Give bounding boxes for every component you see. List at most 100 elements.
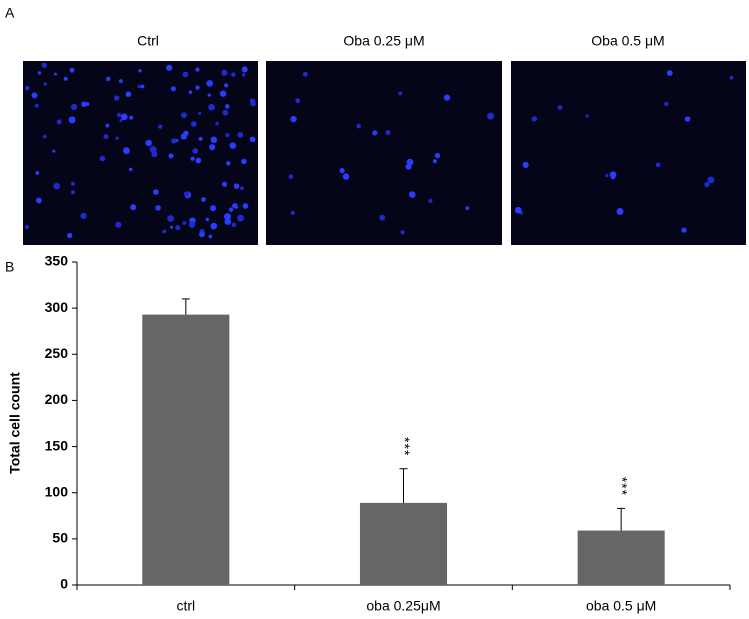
x-tick-label: oba 0.5 μM bbox=[586, 598, 656, 614]
nucleus bbox=[116, 112, 122, 118]
nucleus bbox=[99, 155, 106, 162]
nucleus bbox=[655, 162, 661, 168]
nucleus bbox=[106, 76, 111, 82]
nucleus bbox=[195, 157, 202, 164]
nucleus bbox=[400, 230, 405, 235]
image-caption: Ctrl bbox=[137, 33, 159, 49]
nucleus bbox=[119, 118, 123, 122]
nucleus bbox=[115, 221, 122, 228]
nucleus bbox=[514, 206, 522, 214]
nucleus bbox=[224, 218, 232, 226]
nucleus bbox=[145, 139, 152, 147]
nucleus bbox=[229, 142, 237, 149]
image-caption: Oba 0.25 μM bbox=[343, 33, 424, 49]
x-tick-label: oba 0.25μM bbox=[366, 598, 440, 614]
y-axis-label: Total cell count bbox=[7, 372, 23, 474]
nucleus bbox=[69, 67, 75, 73]
nucleus bbox=[34, 103, 39, 108]
nucleus bbox=[31, 92, 38, 99]
nucleus bbox=[666, 70, 673, 76]
nucleus bbox=[226, 161, 231, 166]
nucleus bbox=[232, 203, 238, 209]
image-caption: Oba 0.5 μM bbox=[591, 33, 664, 49]
nucleus bbox=[120, 113, 128, 121]
bar bbox=[577, 530, 665, 585]
nucleus bbox=[356, 123, 362, 129]
nucleus bbox=[35, 197, 42, 204]
nucleus bbox=[63, 76, 68, 81]
nucleus bbox=[609, 171, 617, 178]
micrograph bbox=[511, 61, 746, 245]
nucleus bbox=[158, 124, 163, 129]
significance: *** bbox=[614, 477, 630, 496]
nucleus bbox=[56, 119, 62, 125]
nucleus bbox=[221, 69, 228, 76]
nucleus bbox=[182, 221, 187, 225]
y-tick-label: 200 bbox=[45, 391, 69, 407]
nucleus bbox=[129, 115, 134, 120]
nucleus bbox=[42, 134, 47, 139]
nucleus bbox=[249, 98, 256, 104]
nucleus bbox=[105, 123, 110, 128]
nucleus bbox=[210, 136, 218, 144]
nucleus bbox=[53, 72, 57, 76]
nucleus bbox=[80, 212, 87, 220]
nucleus bbox=[729, 75, 734, 80]
nucleus bbox=[206, 80, 213, 87]
y-tick-label: 100 bbox=[45, 483, 69, 499]
nucleus bbox=[53, 182, 60, 190]
nucleus bbox=[372, 130, 378, 136]
nucleus bbox=[70, 181, 75, 186]
nucleus bbox=[408, 191, 416, 198]
nucleus bbox=[237, 214, 244, 222]
nucleus bbox=[125, 91, 132, 98]
nucleus bbox=[237, 131, 244, 138]
nucleus bbox=[405, 163, 412, 170]
nucleus bbox=[205, 217, 210, 222]
nucleus bbox=[170, 225, 174, 229]
nucleus bbox=[25, 85, 30, 91]
nucleus bbox=[222, 181, 227, 187]
nucleus bbox=[188, 221, 196, 228]
nucleus bbox=[149, 146, 157, 154]
nucleus bbox=[240, 186, 244, 191]
nucleus bbox=[183, 191, 190, 197]
nucleus bbox=[123, 147, 130, 155]
nucleus bbox=[465, 206, 470, 211]
nucleus bbox=[67, 232, 73, 239]
nucleus bbox=[190, 156, 195, 161]
nucleus bbox=[198, 111, 202, 115]
significance: *** bbox=[397, 437, 413, 456]
nucleus bbox=[118, 79, 123, 84]
nucleus bbox=[398, 91, 403, 96]
nucleus bbox=[210, 205, 217, 212]
nucleus bbox=[190, 121, 197, 127]
nucleus bbox=[605, 173, 609, 178]
nucleus bbox=[103, 134, 109, 140]
nucleus bbox=[208, 234, 213, 239]
nucleus bbox=[288, 174, 294, 179]
nucleus bbox=[616, 208, 624, 215]
nucleus bbox=[188, 90, 193, 94]
nucleus bbox=[295, 98, 301, 104]
nucleus bbox=[210, 222, 218, 230]
nucleus bbox=[195, 67, 200, 72]
nucleus bbox=[43, 82, 47, 86]
nucleus bbox=[241, 158, 247, 165]
nucleus bbox=[707, 176, 715, 184]
nucleus bbox=[137, 84, 141, 89]
nucleus bbox=[664, 101, 669, 107]
nucleus bbox=[207, 93, 211, 97]
nucleus bbox=[128, 167, 133, 172]
nucleus bbox=[302, 71, 308, 77]
micrograph bbox=[23, 61, 258, 245]
nucleus bbox=[290, 115, 297, 123]
nucleus bbox=[182, 71, 189, 78]
nucleus bbox=[167, 215, 174, 222]
nucleus bbox=[225, 133, 230, 138]
nucleus bbox=[199, 231, 205, 238]
nucleus bbox=[140, 84, 145, 89]
nucleus bbox=[37, 71, 42, 75]
nucleus bbox=[233, 183, 240, 189]
